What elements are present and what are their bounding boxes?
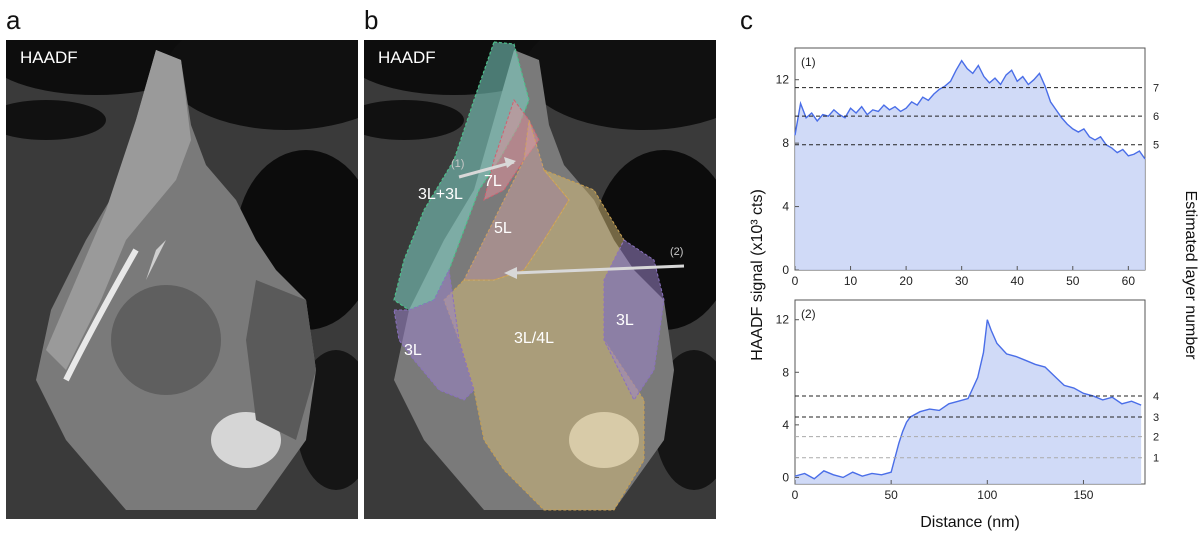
y2-axis-label: Estimated layer number xyxy=(1182,191,1198,361)
y-tick-label: 4 xyxy=(782,418,789,432)
y-axis-label: HAADF signal (x10³ cts) xyxy=(749,189,766,361)
layer-number-label: 4 xyxy=(1153,391,1159,403)
x-tick-label: 30 xyxy=(955,274,969,288)
x-tick-label: 60 xyxy=(1122,274,1136,288)
x-tick-label: 20 xyxy=(899,274,913,288)
micrograph-a: HAADF xyxy=(6,40,358,519)
x-tick-label: 0 xyxy=(792,274,799,288)
panel-letter-b: b xyxy=(364,5,379,35)
x-tick-label: 150 xyxy=(1073,488,1093,502)
line-profile-arrow-1 xyxy=(458,160,515,179)
y-tick-label: 8 xyxy=(782,365,789,379)
haadf-label-a: HAADF xyxy=(20,48,78,67)
plot-title-1: (1) xyxy=(801,55,816,69)
region-label-7l: 7L xyxy=(484,173,502,190)
micrograph-a-image xyxy=(6,40,358,519)
layer-number-label: 1 xyxy=(1153,453,1159,465)
x-tick-label: 0 xyxy=(792,488,799,502)
x-tick-label: 10 xyxy=(844,274,858,288)
y-tick-label: 4 xyxy=(782,200,789,214)
x-tick-label: 40 xyxy=(1011,274,1025,288)
region-label-3l-right: 3L xyxy=(616,312,634,329)
region-label-3l3l: 3L+3L xyxy=(418,186,463,203)
plot-title-2: (2) xyxy=(801,307,816,321)
x-axis-label: Distance (nm) xyxy=(920,514,1020,531)
y-tick-label: 8 xyxy=(782,136,789,150)
signal-line-2 xyxy=(794,319,1142,480)
region-3l-left-overlay xyxy=(393,268,475,401)
arrow-label-1: (1) xyxy=(451,158,465,170)
signal-line-1 xyxy=(794,59,1146,160)
y-tick-label: 12 xyxy=(776,73,790,87)
haadf-label-b: HAADF xyxy=(378,48,436,67)
signal-area-2 xyxy=(795,319,1142,484)
chart-area: 7 6 5 0 10 20 30 40 50 60 0 4 8 12 (1) 4 3 2 1 0 50 100 150 0 4 8… xyxy=(740,30,1198,536)
panel-letter-c: c xyxy=(740,5,753,35)
y-tick-label: 12 xyxy=(776,313,790,327)
arrow-label-2: (2) xyxy=(670,246,684,258)
x-tick-label: 50 xyxy=(884,488,898,502)
y-tick-label: 0 xyxy=(782,470,789,484)
micrograph-b: HAADF 3L+3L 7L 5L 3L/4L 3L 3L (1) (2) xyxy=(364,40,716,519)
layer-number-label: 2 xyxy=(1153,432,1159,444)
micrograph-b-image xyxy=(364,40,716,519)
layer-number-label: 3 xyxy=(1153,412,1159,424)
line-profile-arrow-2 xyxy=(513,264,685,275)
layer-number-label: 6 xyxy=(1153,111,1159,123)
region-label-5l: 5L xyxy=(494,220,512,237)
layer-number-label: 5 xyxy=(1153,140,1159,152)
x-tick-label: 50 xyxy=(1066,274,1080,288)
region-label-3l4l: 3L/4L xyxy=(514,330,555,347)
x-tick-label: 100 xyxy=(977,488,997,502)
layer-number-label: 7 xyxy=(1153,83,1159,95)
y-tick-label: 0 xyxy=(782,263,789,277)
panel-letter-a: a xyxy=(6,5,21,35)
region-label-3l-left: 3L xyxy=(404,342,422,359)
